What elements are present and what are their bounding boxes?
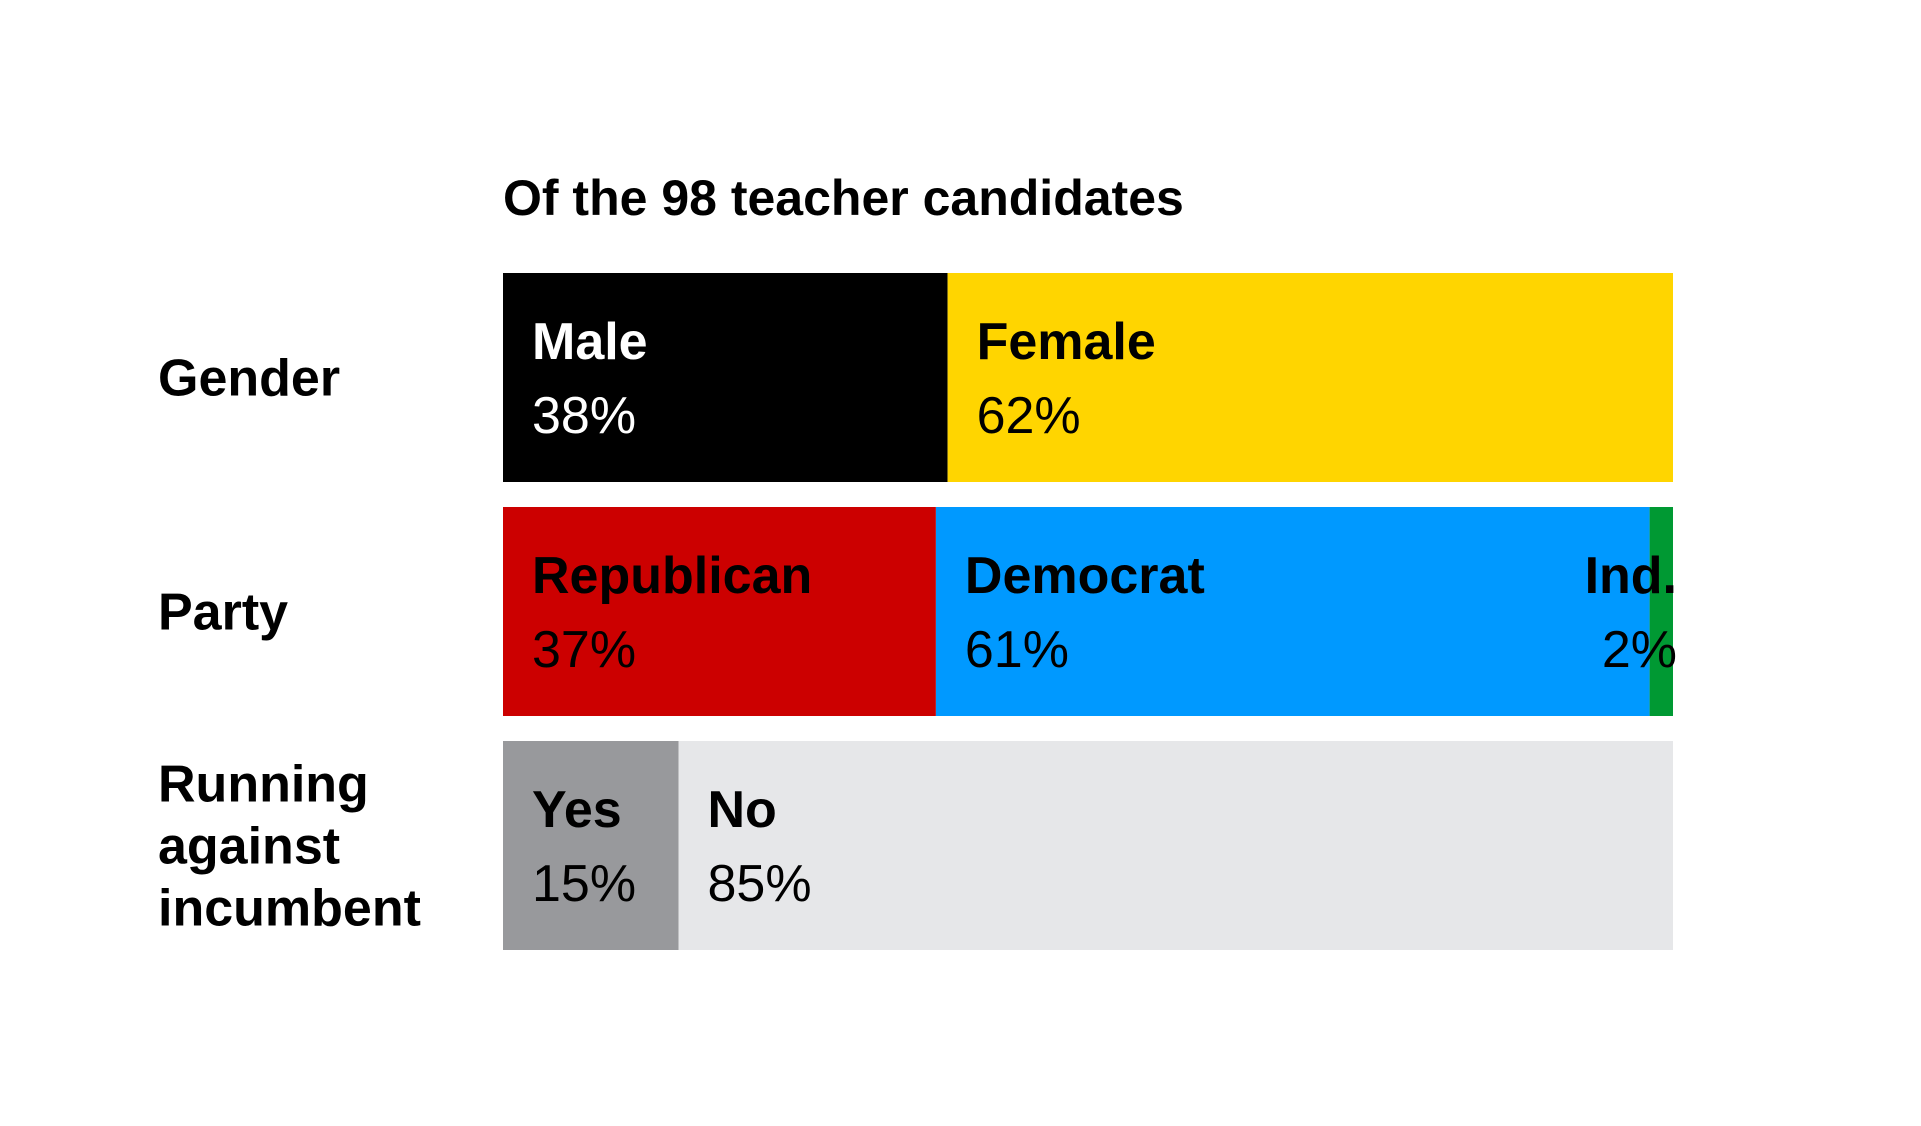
segment-value-label: 37% [532,621,636,679]
bar-segment [947,273,1673,482]
segment-value-label: 2% [1602,621,1677,679]
bar-segment [1649,507,1673,716]
segment-name-label: Ind. [1585,547,1677,605]
segment-value-label: 15% [532,855,636,913]
row-label-line: against [158,818,340,876]
bar-row: Running against incumbent Yes 15% No 85% [158,741,1673,950]
chart-rows: Gender Male 38% Female 62% Party Republican 37%… [158,273,1677,950]
bar-row: Party Republican 37% Democrat 61% Ind. 2% [158,507,1677,716]
row-label: Running against incumbent [158,756,421,938]
segment-value-label: 61% [965,621,1069,679]
segment-value-label: 38% [532,387,636,445]
bar-segment [935,507,1650,716]
bar-segment [503,741,679,950]
row-label-line: Party [158,584,288,642]
segment-name-label: No [708,781,777,839]
bar-segment [503,507,936,716]
bar-segment [678,741,1673,950]
row-label-line: incumbent [158,880,421,938]
segment-value-label: 62% [977,387,1081,445]
bar-row: Gender Male 38% Female 62% [158,273,1673,482]
segment-value-label: 85% [708,855,812,913]
segment-name-label: Republican [532,547,812,605]
row-label: Gender [158,350,340,408]
chart-title: Of the 98 teacher candidates [503,170,1184,226]
row-label-line: Running [158,756,369,814]
segment-name-label: Female [977,313,1156,371]
row-label-line: Gender [158,350,340,408]
segment-name-label: Male [532,313,648,371]
row-label: Party [158,584,288,642]
bar-segment [503,273,948,482]
segment-name-label: Yes [532,781,622,839]
segment-name-label: Democrat [965,547,1205,605]
